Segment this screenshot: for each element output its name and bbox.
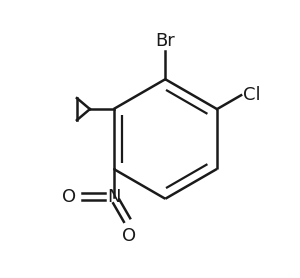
Text: Br: Br: [155, 32, 175, 50]
Text: O: O: [122, 227, 136, 245]
Text: Cl: Cl: [242, 86, 260, 104]
Text: N: N: [107, 188, 120, 206]
Text: O: O: [62, 188, 76, 206]
